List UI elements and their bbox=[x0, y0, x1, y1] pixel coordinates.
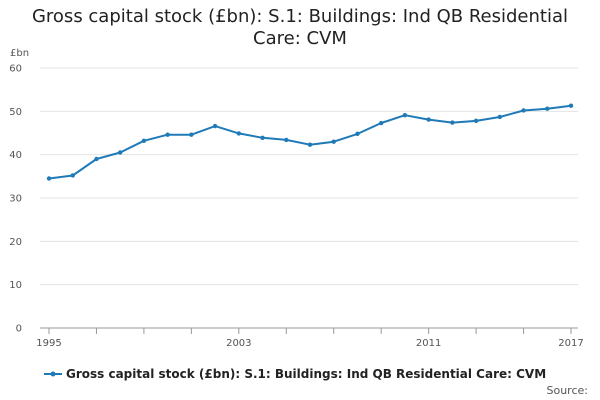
series-layer bbox=[46, 103, 574, 181]
data-point-1997[interactable] bbox=[94, 156, 99, 162]
chart-title-line-2: Care: CVM bbox=[253, 28, 347, 49]
data-point-2004[interactable] bbox=[260, 135, 265, 140]
data-point-2013[interactable] bbox=[473, 118, 479, 124]
data-point-2009[interactable] bbox=[378, 120, 384, 126]
data-point-2000[interactable] bbox=[165, 132, 170, 137]
data-point-2012[interactable] bbox=[450, 120, 455, 125]
y-tick-label-50: 50 bbox=[9, 107, 22, 118]
x-tick-label-2017: 2017 bbox=[558, 338, 583, 349]
data-point-2007[interactable] bbox=[331, 139, 336, 144]
data-point-2003[interactable] bbox=[236, 131, 242, 136]
data-point-2002[interactable] bbox=[212, 123, 218, 129]
data-point-1995[interactable] bbox=[46, 176, 52, 181]
series-line bbox=[48, 104, 572, 180]
chart-title-line-1: Gross capital stock (£bn): S.1: Building… bbox=[31, 6, 569, 27]
data-point-2008[interactable] bbox=[355, 131, 360, 137]
data-point-2005[interactable] bbox=[284, 137, 289, 143]
y-tick-label-0: 0 bbox=[16, 324, 22, 335]
chart-title: Gross capital stock (£bn): S.1: Building… bbox=[0, 6, 600, 50]
data-point-2015[interactable] bbox=[521, 108, 526, 113]
data-point-1998[interactable] bbox=[117, 150, 123, 155]
data-point-2014[interactable] bbox=[497, 114, 503, 120]
y-tick-label-20: 20 bbox=[9, 237, 22, 248]
y-tick-label-30: 30 bbox=[9, 194, 22, 205]
y-axis-unit-label: £bn bbox=[10, 48, 29, 59]
x-tick-label-1995: 1995 bbox=[36, 338, 61, 349]
source-label: Source: bbox=[547, 384, 589, 397]
data-point-2006[interactable] bbox=[307, 142, 313, 147]
data-point-2017[interactable] bbox=[568, 103, 574, 108]
legend-swatch-marker bbox=[50, 371, 56, 377]
gridlines bbox=[40, 67, 578, 286]
x-tick-label-2003: 2003 bbox=[226, 338, 251, 349]
data-point-2001[interactable] bbox=[189, 132, 194, 137]
data-point-1999[interactable] bbox=[141, 138, 147, 143]
data-point-2011[interactable] bbox=[426, 117, 431, 122]
axes: 0 10 20 30 40 50 60 £bn 1995 2003 2011 2017 bbox=[9, 48, 583, 349]
data-point-1996[interactable] bbox=[70, 173, 75, 178]
data-point-2016[interactable] bbox=[545, 106, 550, 111]
data-point-2010[interactable] bbox=[402, 113, 408, 118]
y-tick-label-40: 40 bbox=[9, 150, 22, 161]
y-tick-label-60: 60 bbox=[9, 64, 22, 75]
y-tick-label-10: 10 bbox=[9, 280, 22, 291]
legend: Gross capital stock (£bn): S.1: Building… bbox=[44, 367, 588, 397]
legend-label: Gross capital stock (£bn): S.1: Building… bbox=[66, 367, 546, 381]
x-tick-label-2011: 2011 bbox=[416, 338, 441, 349]
